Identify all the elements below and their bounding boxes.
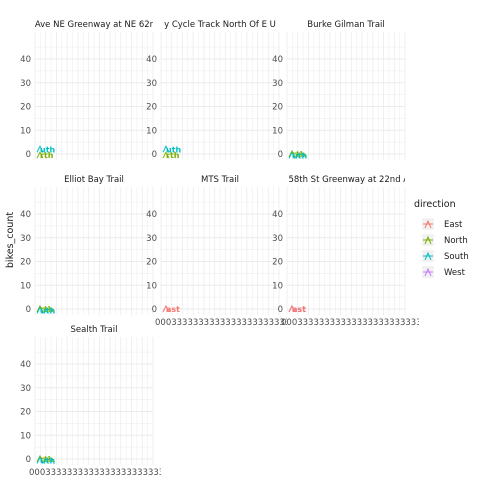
y-tick-label: 30 bbox=[20, 234, 31, 244]
point-label: uth bbox=[40, 145, 56, 154]
panel-title: Burke Gilman Trail bbox=[307, 20, 385, 30]
y-tick-label: 20 bbox=[272, 103, 283, 113]
point-marker bbox=[36, 145, 44, 153]
legend-key-marker bbox=[424, 267, 432, 277]
point-marker bbox=[162, 304, 170, 313]
facet-panel: y Cycle Track North Of E U 0 10 20 30 40 uthrt… bbox=[146, 20, 280, 160]
y-tick-label: 30 bbox=[146, 79, 157, 89]
point-label: ast bbox=[166, 305, 180, 314]
panel-title: / 58th St Greenway at 22nd A bbox=[283, 175, 409, 185]
legend-label: West bbox=[444, 268, 466, 278]
legend-label: North bbox=[444, 236, 468, 246]
y-tick-label: 30 bbox=[20, 384, 31, 394]
y-tick-label: 20 bbox=[20, 103, 31, 113]
y-tick-label: 40 bbox=[272, 55, 283, 65]
point-marker bbox=[288, 304, 296, 313]
point-label: rth bbox=[40, 151, 54, 160]
y-tick-label: 40 bbox=[146, 210, 157, 220]
y-tick-label: 10 bbox=[20, 281, 31, 291]
y-tick-label: 40 bbox=[20, 55, 31, 65]
y-tick-label: 0 bbox=[26, 455, 31, 465]
legend-label: East bbox=[444, 220, 463, 230]
y-tick-label: 10 bbox=[146, 126, 157, 136]
point-label: rth bbox=[40, 305, 54, 314]
y-tick-label: 20 bbox=[146, 258, 157, 268]
legend-key-marker bbox=[424, 251, 432, 261]
panel-title: Ave NE Greenway at NE 62r bbox=[35, 20, 154, 30]
panel-title: y Cycle Track North Of E U bbox=[164, 20, 276, 30]
panel-title: Elliot Bay Trail bbox=[64, 175, 124, 185]
y-tick-label: 10 bbox=[20, 126, 31, 136]
point-marker bbox=[36, 454, 44, 463]
y-tick-label: 10 bbox=[272, 126, 283, 136]
y-tick-label: 20 bbox=[146, 103, 157, 113]
y-tick-label: 30 bbox=[272, 234, 283, 244]
legend-entry: South bbox=[422, 250, 469, 262]
point-label: rth bbox=[40, 455, 54, 464]
point-marker bbox=[162, 145, 170, 153]
y-tick-label: 0 bbox=[152, 305, 157, 315]
panels-layer: Ave NE Greenway at NE 62r010203040uthrth… bbox=[20, 20, 480, 478]
point-marker bbox=[36, 456, 44, 464]
y-tick-label: 40 bbox=[20, 360, 31, 370]
point-marker bbox=[162, 151, 170, 159]
panel-title: MTS Trail bbox=[201, 175, 239, 185]
x-tick-labels: 0003333333333333333333333333333333333333… bbox=[29, 468, 267, 478]
y-axis-title: bikes_count bbox=[5, 212, 16, 268]
point-marker bbox=[36, 304, 44, 313]
y-tick-label: 0 bbox=[278, 305, 283, 315]
y-tick-label: 10 bbox=[20, 431, 31, 441]
y-tick-label: 40 bbox=[146, 55, 157, 65]
point-marker bbox=[288, 151, 296, 159]
point-label: ast bbox=[292, 305, 306, 314]
y-tick-label: 30 bbox=[272, 79, 283, 89]
y-tick-label: 40 bbox=[272, 210, 283, 220]
legend-label: South bbox=[444, 252, 469, 262]
y-tick-label: 20 bbox=[272, 258, 283, 268]
y-tick-label: 0 bbox=[26, 305, 31, 315]
x-tick-labels: 0003333333333333333333333333333333333333… bbox=[155, 318, 393, 328]
y-tick-label: 20 bbox=[20, 258, 31, 268]
legend-entry: North bbox=[422, 234, 468, 246]
y-tick-label: 10 bbox=[146, 281, 157, 291]
facet-panel: / 58th St Greenway at 22nd A 0 10 20 30 40 est… bbox=[272, 175, 480, 328]
point-label: uth bbox=[166, 145, 182, 154]
point-label: rth bbox=[292, 150, 306, 159]
facet-panel: MTS Trail 0 10 20 30 40 ast 0003333333333333333… bbox=[146, 175, 393, 328]
legend-title: direction bbox=[414, 199, 456, 210]
point-marker bbox=[288, 149, 296, 158]
y-tick-label: 10 bbox=[272, 281, 283, 291]
legend-key-marker bbox=[424, 235, 432, 245]
legend-entry: East bbox=[422, 218, 463, 230]
y-tick-label: 40 bbox=[20, 210, 31, 220]
y-tick-label: 30 bbox=[20, 79, 31, 89]
legend: direction East North South West bbox=[414, 199, 469, 278]
point-label: rth bbox=[166, 151, 180, 160]
point-label: uth bbox=[40, 456, 56, 465]
legend-key-marker bbox=[424, 219, 432, 229]
y-tick-label: 0 bbox=[278, 150, 283, 160]
point-marker bbox=[36, 151, 44, 159]
point-label: uth bbox=[292, 151, 308, 160]
legend-entry: West bbox=[422, 266, 466, 278]
point-label: uth bbox=[40, 306, 56, 315]
y-tick-label: 0 bbox=[26, 150, 31, 160]
point-marker bbox=[36, 306, 44, 314]
x-tick-labels: 0003333333333333333333333333333333333333… bbox=[281, 318, 480, 328]
point-label: est bbox=[292, 305, 306, 314]
y-tick-label: 0 bbox=[152, 150, 157, 160]
y-tick-label: 30 bbox=[146, 234, 157, 244]
y-tick-label: 20 bbox=[20, 408, 31, 418]
panel-title: Sealth Trail bbox=[71, 325, 118, 335]
